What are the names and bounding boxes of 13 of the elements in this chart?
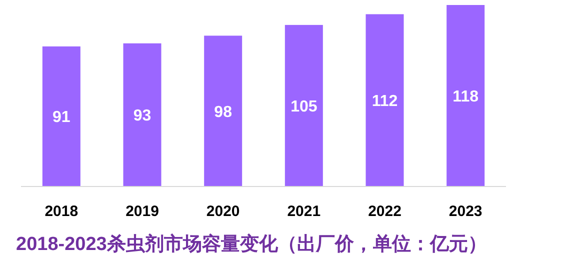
- data-label: 98: [214, 104, 232, 121]
- x-tick-label: 2019: [126, 203, 159, 220]
- x-tick-label: 2021: [287, 203, 321, 220]
- x-tick-label: 2020: [206, 203, 240, 220]
- x-tick-label: 2022: [368, 203, 402, 220]
- x-tick-label: 2018: [44, 203, 78, 220]
- text: 2018-2023杀虫剂市场容量变化（出厂价，单位：亿元）: [16, 233, 487, 255]
- data-label: 112: [372, 93, 398, 110]
- data-label: 91: [52, 109, 70, 126]
- data-label: 93: [133, 108, 152, 125]
- data-label: 118: [452, 88, 479, 106]
- data-label: 105: [290, 98, 318, 116]
- x-tick-label: 2023: [448, 203, 482, 220]
